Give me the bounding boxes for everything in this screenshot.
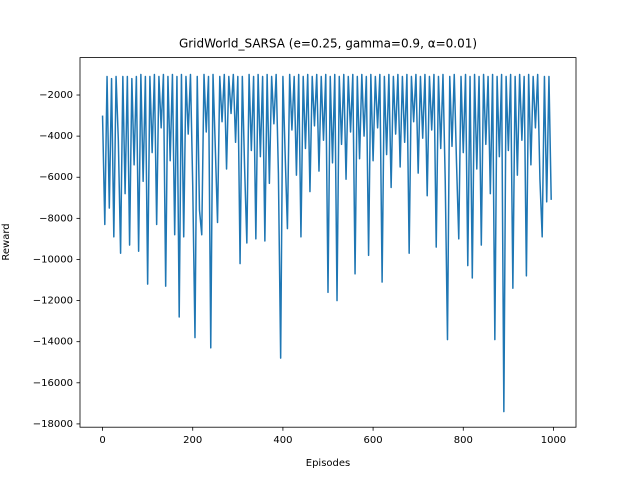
x-tick-label: 200 (183, 435, 202, 446)
plot-frame (79, 57, 577, 428)
y-tick-label: −10000 (33, 254, 73, 265)
y-tick-label: −4000 (39, 131, 73, 142)
y-tick-label: −14000 (33, 337, 73, 348)
x-tick-label: 1000 (541, 435, 566, 446)
y-tick-label: −2000 (39, 90, 73, 101)
y-tick-label: −12000 (33, 296, 73, 307)
x-tick-label: 0 (99, 435, 105, 446)
y-tick-label: −16000 (33, 378, 73, 389)
x-tick-label: 800 (454, 435, 473, 446)
y-tick-label: −8000 (39, 213, 73, 224)
x-tick-label: 600 (364, 435, 383, 446)
y-tick-label: −18000 (33, 419, 73, 430)
x-axis-label: Episodes (306, 458, 350, 469)
line (101, 73, 552, 413)
y-tick-label: −6000 (39, 172, 73, 183)
chart-title: GridWorld_SARSA (e=0.25, gamma=0.9, α=0.… (179, 37, 477, 51)
x-tick-label: 400 (273, 435, 292, 446)
y-axis-label: Reward (1, 223, 12, 260)
